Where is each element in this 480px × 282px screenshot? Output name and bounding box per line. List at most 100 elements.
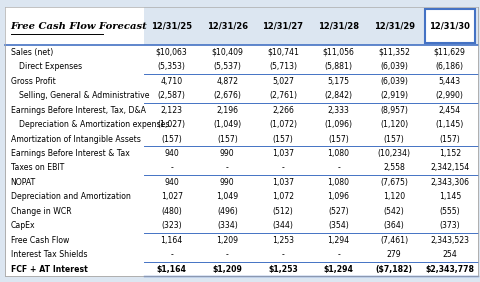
Text: 1,027: 1,027 [161,192,183,201]
Bar [366,7,422,45]
Text: $10,063: $10,063 [156,48,188,57]
Bar [144,7,200,45]
Text: 1,294: 1,294 [327,236,349,245]
Text: 1,253: 1,253 [272,236,294,245]
Bar [425,9,475,43]
Text: (7,461): (7,461) [380,236,408,245]
Text: 2,454: 2,454 [439,106,461,115]
Text: (1,072): (1,072) [269,120,297,129]
Text: 940: 940 [164,149,179,158]
Text: (354): (354) [328,221,349,230]
Text: -: - [282,250,284,259]
Text: 1,152: 1,152 [439,149,461,158]
Text: (334): (334) [217,221,238,230]
Text: $11,056: $11,056 [323,48,354,57]
Text: $1,164: $1,164 [156,265,187,274]
Text: 2,343,523: 2,343,523 [430,236,469,245]
Text: (344): (344) [273,221,293,230]
Text: (2,587): (2,587) [158,91,186,100]
Text: -: - [337,164,340,173]
Text: 2,342,154: 2,342,154 [430,164,469,173]
Text: Depreciation and Amortization: Depreciation and Amortization [11,192,131,201]
Text: 1,145: 1,145 [439,192,461,201]
Bar [311,7,366,45]
Text: Free Cash Flow Forecast: Free Cash Flow Forecast [11,22,147,30]
Text: (373): (373) [440,221,460,230]
Text: 12/31/30: 12/31/30 [429,22,470,30]
Text: Taxes on EBIT: Taxes on EBIT [11,164,64,173]
Text: (10,234): (10,234) [378,149,411,158]
Text: (2,761): (2,761) [269,91,297,100]
Text: 2,558: 2,558 [383,164,405,173]
Text: -: - [337,250,340,259]
Text: -: - [226,164,228,173]
Text: (5,537): (5,537) [213,62,241,71]
Text: Direct Expenses: Direct Expenses [19,62,83,71]
Text: (1,027): (1,027) [157,120,186,129]
Text: 12/31/28: 12/31/28 [318,22,359,30]
Text: (555): (555) [440,207,460,216]
Text: 1,209: 1,209 [216,236,238,245]
Text: 2,333: 2,333 [328,106,349,115]
Bar [255,7,311,45]
Text: 279: 279 [387,250,401,259]
Text: (5,881): (5,881) [324,62,352,71]
Text: Change in WCR: Change in WCR [11,207,71,216]
Text: (1,096): (1,096) [324,120,352,129]
Text: $2,343,778: $2,343,778 [425,265,474,274]
Text: Earnings Before Interest, Tax, D&A: Earnings Before Interest, Tax, D&A [11,106,145,115]
Text: (527): (527) [328,207,349,216]
Text: Gross Profit: Gross Profit [11,77,55,86]
Text: (5,713): (5,713) [269,62,297,71]
Text: $10,409: $10,409 [211,48,243,57]
Text: 1,072: 1,072 [272,192,294,201]
Text: (157): (157) [384,135,405,144]
Text: 1,080: 1,080 [327,178,349,187]
Text: (6,186): (6,186) [436,62,464,71]
Text: $11,629: $11,629 [434,48,466,57]
Text: Selling, General & Administrative: Selling, General & Administrative [19,91,150,100]
Text: 254: 254 [443,250,457,259]
Text: (157): (157) [273,135,293,144]
Text: (2,842): (2,842) [324,91,352,100]
Text: (542): (542) [384,207,405,216]
Text: Interest Tax Shields: Interest Tax Shields [11,250,87,259]
Text: $1,253: $1,253 [268,265,298,274]
Text: (6,039): (6,039) [380,62,408,71]
Text: (512): (512) [273,207,293,216]
Text: 1,080: 1,080 [327,149,349,158]
Text: FCF + AT Interest: FCF + AT Interest [11,265,87,274]
Text: 4,710: 4,710 [161,77,183,86]
Text: 1,037: 1,037 [272,178,294,187]
Text: $11,352: $11,352 [378,48,410,57]
Text: $1,294: $1,294 [324,265,354,274]
Text: 1,096: 1,096 [327,192,349,201]
Text: (1,145): (1,145) [436,120,464,129]
Text: CapEx: CapEx [11,221,35,230]
Bar [200,7,255,45]
Text: -: - [226,250,228,259]
Text: 1,120: 1,120 [383,192,405,201]
Bar [5,7,144,45]
Text: 2,123: 2,123 [161,106,183,115]
Text: 5,443: 5,443 [439,77,461,86]
Text: (6,039): (6,039) [380,77,408,86]
Text: (323): (323) [161,221,182,230]
Text: (1,120): (1,120) [380,120,408,129]
Text: (480): (480) [161,207,182,216]
Text: -: - [170,250,173,259]
Text: (157): (157) [217,135,238,144]
Text: (8,957): (8,957) [380,106,408,115]
Text: $10,741: $10,741 [267,48,299,57]
Text: 5,027: 5,027 [272,77,294,86]
Text: (157): (157) [161,135,182,144]
Text: -: - [170,164,173,173]
Text: 2,266: 2,266 [272,106,294,115]
Text: -: - [282,164,284,173]
Text: 2,343,306: 2,343,306 [430,178,469,187]
Text: 1,037: 1,037 [272,149,294,158]
Text: (1,049): (1,049) [213,120,241,129]
Text: (2,990): (2,990) [436,91,464,100]
Text: Free Cash Flow: Free Cash Flow [11,236,69,245]
Text: (157): (157) [439,135,460,144]
